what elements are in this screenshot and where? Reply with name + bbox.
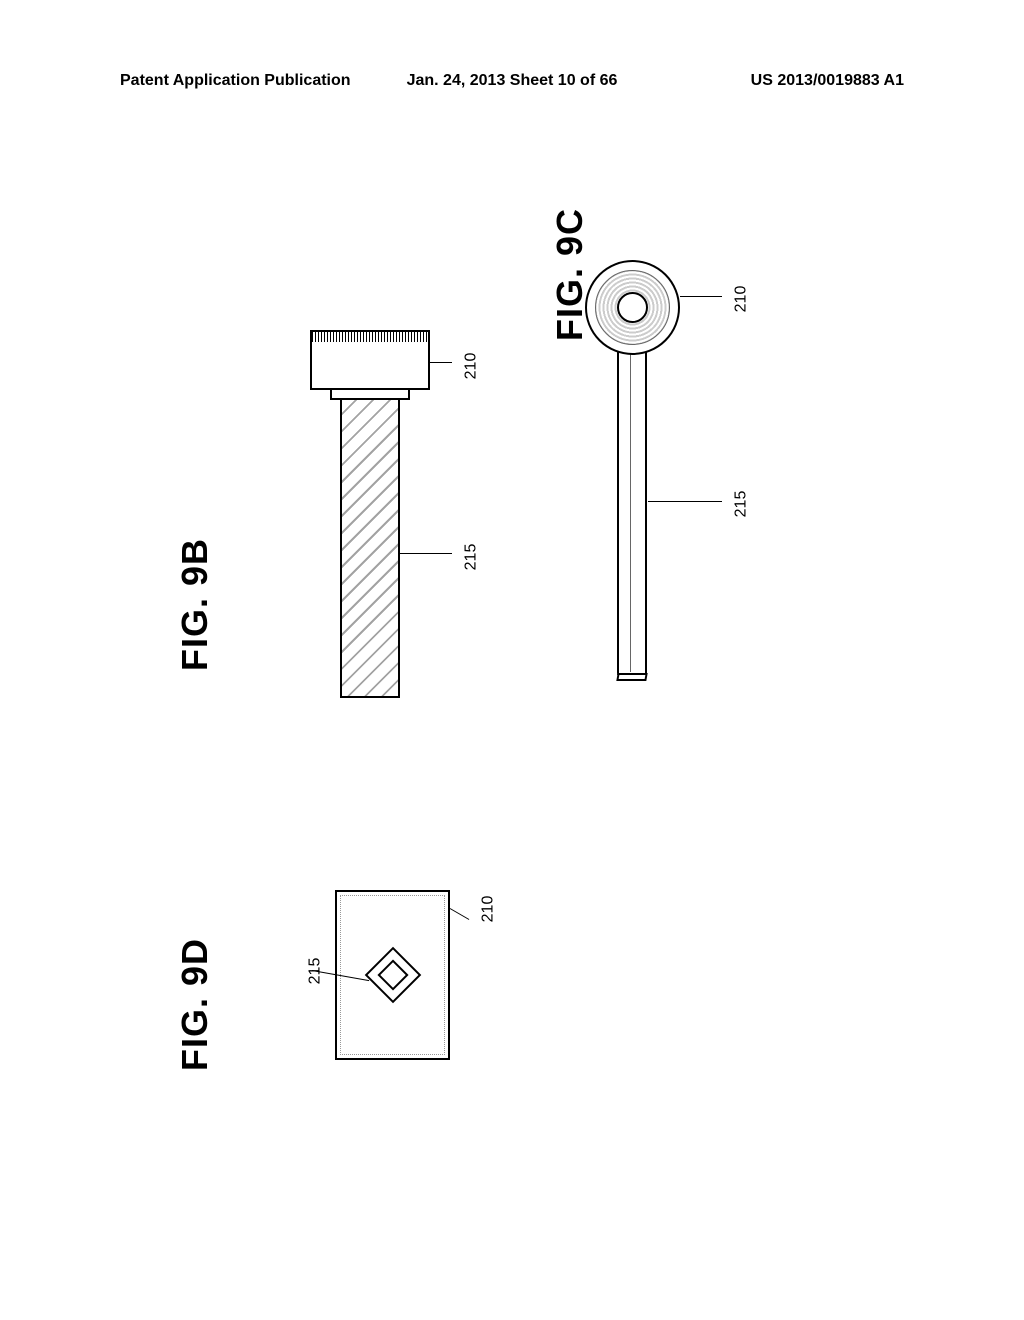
header-patent-number: US 2013/0019883 A1 (643, 72, 904, 90)
fig9b-hatch (342, 400, 398, 696)
ref-210-9d: 210 (479, 896, 497, 923)
fig9c-stem-centerline (630, 352, 631, 672)
fig9b-head (310, 330, 430, 390)
ref-215-9c: 215 (732, 491, 750, 518)
fig9c-stem (617, 350, 647, 675)
ref-210-9c: 210 (732, 286, 750, 313)
header-date-sheet: Jan. 24, 2013 Sheet 10 of 66 (381, 72, 642, 90)
header-publication: Patent Application Publication (120, 72, 381, 90)
fig9b-stem (340, 398, 400, 698)
leader-9b-210 (430, 362, 452, 363)
leader-9d-210 (450, 908, 470, 920)
fig9b-head-serration (312, 332, 428, 342)
fig9c-ring-inner (617, 292, 648, 323)
fig9c-stem-tip (616, 673, 647, 681)
figure-label-9d: FIG. 9D (174, 938, 216, 1071)
leader-9b-215 (400, 553, 452, 554)
page-header: Patent Application Publication Jan. 24, … (120, 72, 904, 90)
ref-215-9b: 215 (462, 544, 480, 571)
leader-9c-210 (680, 296, 722, 297)
figure-label-9c: FIG. 9C (549, 208, 591, 341)
ref-210-9b: 210 (462, 353, 480, 380)
leader-9c-215 (648, 501, 722, 502)
figure-label-9b: FIG. 9B (174, 538, 216, 671)
